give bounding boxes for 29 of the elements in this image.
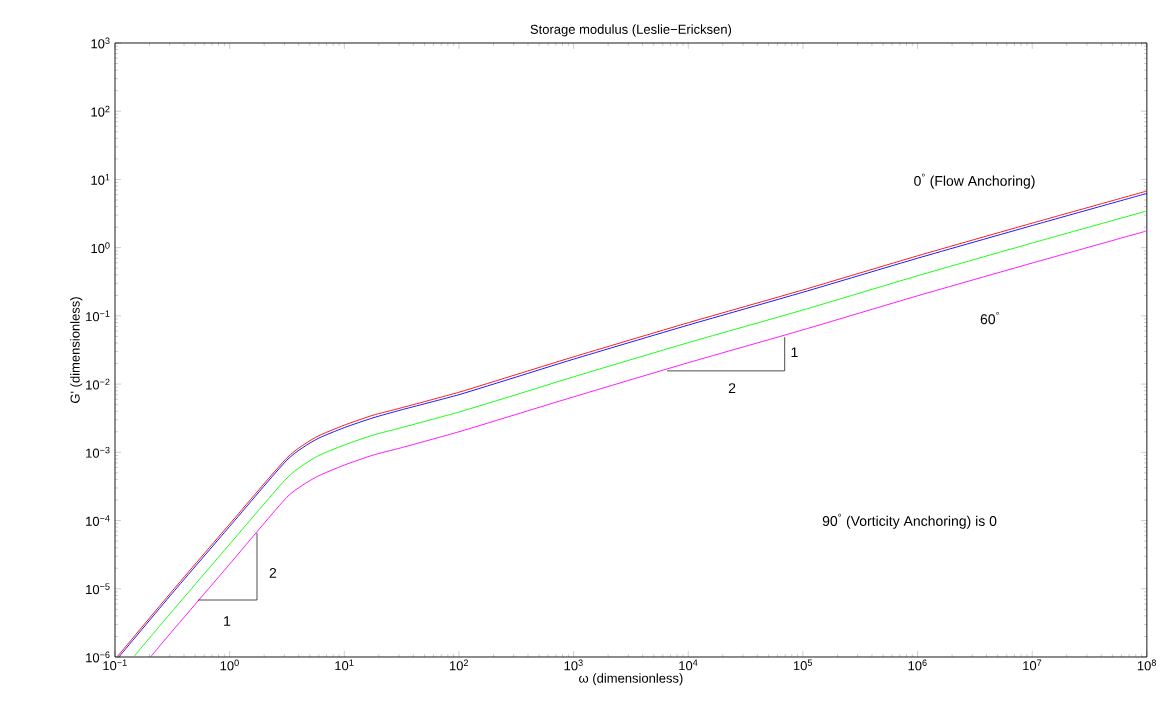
annotation: 90$^{°}$ (Vorticity Anchoring) is 0 <box>822 513 997 529</box>
annotation: 2 <box>269 567 277 578</box>
text: 60$^{°}$ <box>980 311 999 325</box>
x-tick-label: 10$^{−1}$ <box>103 659 127 671</box>
x-tick-label: 10$^{4}$ <box>679 659 698 671</box>
y-tick-label: 10$^{2}$ <box>91 105 110 117</box>
annotation: 1 <box>791 347 798 358</box>
y-tick-label: 10$^{−2}$ <box>86 378 110 390</box>
x-tick-label: 10$^{0}$ <box>220 659 239 671</box>
y-tick-label: 10$^{−1}$ <box>86 310 110 322</box>
x-axis-title: ω (dimensionless) <box>579 673 683 686</box>
y-tick-label: 10$^{−4}$ <box>86 515 110 526</box>
x-tick-label: 10$^{1}$ <box>335 659 354 671</box>
x-tick-label: 10$^{3}$ <box>564 659 583 671</box>
text: 0$^{°}$ (Flow Anchoring) <box>914 173 1035 189</box>
y-tick-label: 10$^{0}$ <box>91 242 110 254</box>
x-tick-label: 10$^{8}$ <box>1137 659 1156 671</box>
y-axis-title: G' (dimensionless) <box>70 297 83 403</box>
y-tick-label: 10$^{3}$ <box>91 37 110 49</box>
x-tick-label: 10$^{7}$ <box>1023 659 1042 671</box>
x-tick-label: 10$^{6}$ <box>908 659 927 671</box>
annotation: 2 <box>728 383 736 393</box>
x-tick-label: 10$^{2}$ <box>449 659 468 671</box>
y-tick-label: 10$^{1}$ <box>91 174 110 185</box>
annotation: 1 <box>224 616 231 626</box>
y-tick-label: 10$^{−5}$ <box>86 583 110 595</box>
x-tick-label: 10$^{5}$ <box>793 659 813 671</box>
chart-title: Storage modulus (Leslie−Ericksen) <box>530 24 732 37</box>
y-tick-label: 10$^{−3}$ <box>86 446 110 458</box>
